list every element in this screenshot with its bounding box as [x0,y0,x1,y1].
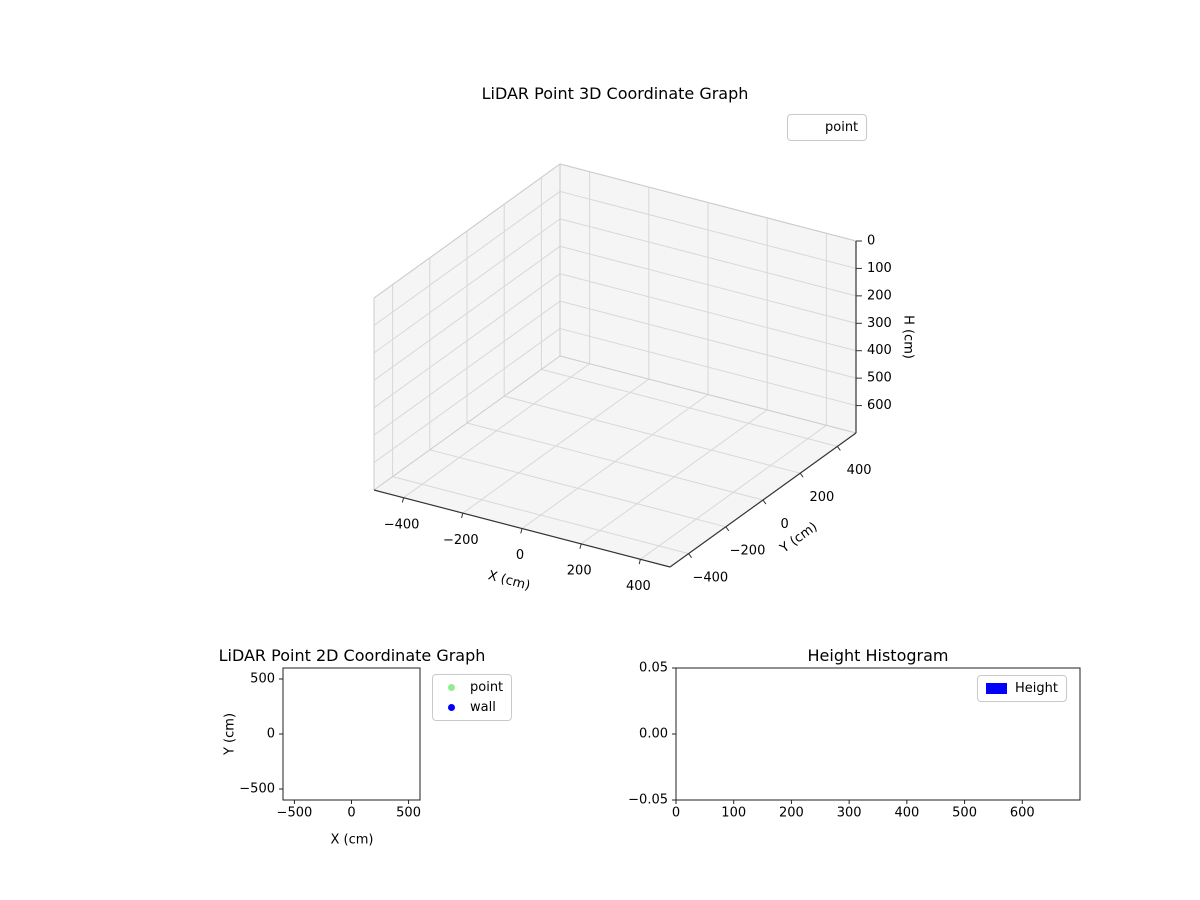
x3d-tick-label: 200 [567,564,592,579]
plot3d-xlabel: X (cm) [486,568,531,594]
plot2d-xlabel: X (cm) [331,833,374,848]
grid-line [559,300,857,379]
grid-line [559,328,857,407]
x3d-tick-label: −200 [443,533,479,548]
z3d-tick-label: 100 [867,261,892,276]
x3d-tick [520,528,523,534]
grid-line [541,368,838,447]
wall-marker-icon [439,704,463,711]
legend-item-wall: wall [439,699,503,716]
x2d-tick-label: 0 [347,806,355,821]
x3d-tick-label: 400 [626,579,651,594]
y3d-tick-label: −200 [730,544,766,559]
box-edge [373,163,561,299]
x3d-tick [579,543,582,549]
hist-y-tick-label: −0.05 [628,793,668,808]
x2d-tick-label: 500 [396,806,421,821]
y3d-tick [688,553,692,558]
y3d-tick-label: −400 [692,570,728,585]
legend-label-wall: wall [470,700,496,715]
grid-line [559,273,857,352]
grid-line [466,422,764,501]
y3d-tick [836,446,841,451]
grid-line [392,476,689,555]
hist-title: Height Histogram [807,646,949,665]
z3d-tick-label: 0 [867,234,875,249]
legend-label-height: Height [1015,681,1058,696]
z3d-tick-label: 600 [867,398,892,413]
grid-line [373,300,561,436]
plot3d-title: LiDAR Point 3D Coordinate Graph [481,84,749,103]
legend-label-point: point [470,680,504,695]
height-swatch-icon [984,683,1008,694]
x3d-tick-label: 0 [516,548,524,563]
x3d-tick [401,497,405,503]
grid-line [559,190,857,269]
y3d-tick [799,472,804,478]
grid-line [373,191,561,326]
plot2d-title: LiDAR Point 2D Coordinate Graph [218,646,486,665]
y2d-tick-label: 500 [250,672,275,687]
hist-x-tick-label: 100 [721,806,746,821]
legend-label-point-3d: point [825,120,859,135]
x3d-tick-label: −400 [384,517,420,532]
y3d-tick [725,526,730,532]
point-marker-icon [439,684,463,691]
legend-item-point: point [439,679,503,696]
grid-line [373,245,561,381]
z3d-tick-label: 200 [867,288,892,303]
hist-x-tick-label: 200 [779,806,804,821]
hist-y-tick-label: 0.05 [639,661,668,676]
grid-line [373,273,561,409]
box-edge [373,355,561,491]
plot2d-legend: point wall [432,674,513,721]
hist-y-tick-label: 0.00 [639,727,668,742]
z3d-tick-label: 400 [867,343,892,358]
y3d-tick-label: 0 [781,517,789,532]
grid-line [504,395,801,474]
box-edge [559,163,857,242]
z3d-tick-label: 300 [867,316,892,331]
hist-x-tick-label: 0 [672,806,680,821]
hist-legend: Height [977,675,1067,702]
y2d-tick-label: −500 [239,782,275,797]
x2d-tick-label: −500 [277,806,313,821]
plot2d-ylabel: Y (cm) [223,713,238,756]
y2d-tick-label: 0 [267,727,275,742]
y3d-tick-label: 400 [847,463,872,478]
plot2d-axes-frame [282,667,421,801]
x3d-tick [638,559,641,565]
hist-x-tick-label: 500 [952,806,977,821]
grid-line [373,328,561,463]
hist-x-tick-label: 600 [1010,806,1035,821]
box-edge [559,355,857,434]
plot3d-zlabel: H (cm) [901,315,916,359]
hist-x-tick-label: 400 [894,806,919,821]
generated-chart-layer: −400−2000200400−400−20002004000100200300… [239,163,1081,821]
y3d-tick-label: 200 [809,490,834,505]
z3d-tick-label: 500 [867,371,892,386]
grid-line [559,245,857,324]
y3d-tick [762,499,767,505]
plot3d-legend: point [787,114,868,141]
legend-item-height: Height [984,680,1058,697]
grid-line [373,218,561,354]
legend-item-point-3d: point [794,119,858,136]
grid-line [429,449,726,528]
grid-line [559,218,857,297]
hist-x-tick-label: 300 [837,806,862,821]
x3d-tick [461,512,464,519]
